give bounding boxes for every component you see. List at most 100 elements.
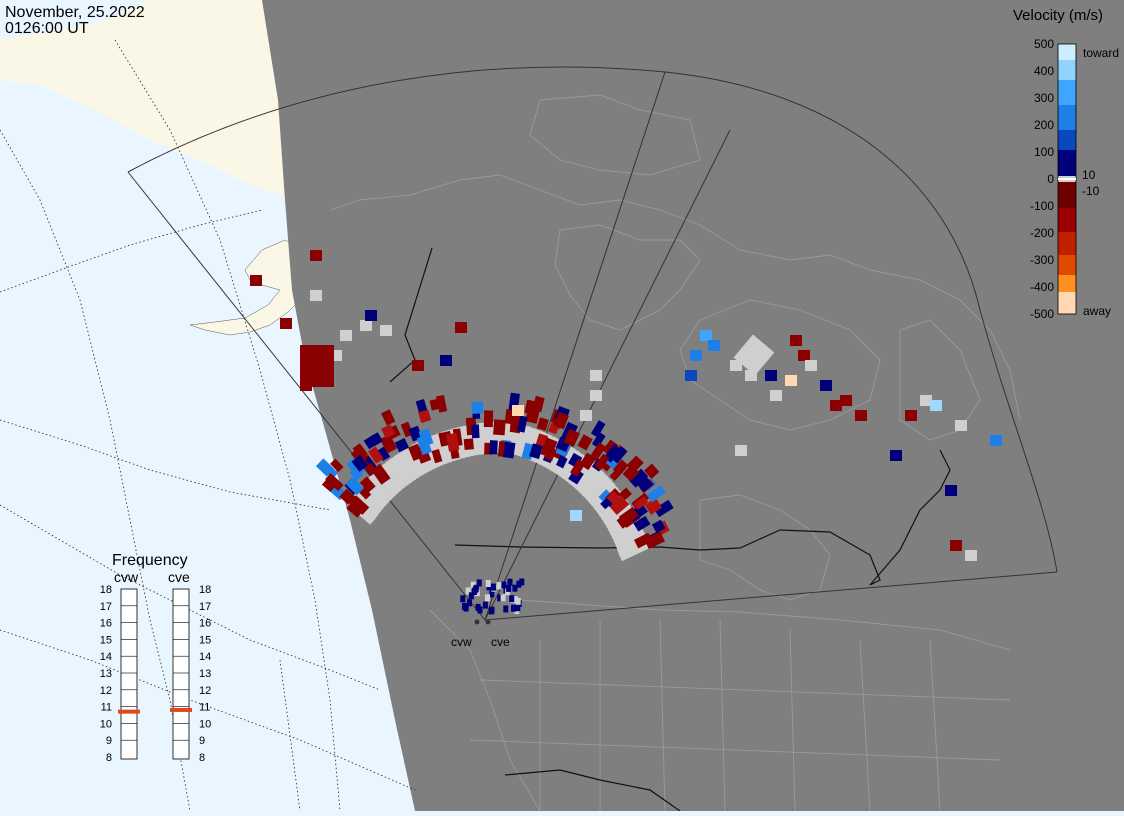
velocity-cell: [651, 519, 666, 534]
velocity-cell: [765, 370, 777, 381]
velocity-cell: [618, 506, 639, 526]
velocity-cell: [415, 398, 428, 414]
velocity-cell: [491, 583, 496, 591]
frequency-scale-label: 15: [100, 634, 112, 646]
frequency-scale-label: 18: [100, 584, 112, 596]
velocity-cell: [455, 322, 467, 333]
velocity-cell: [300, 345, 334, 387]
siberia-landmass: [0, 0, 285, 195]
graticule: [0, 39, 416, 812]
velocity-cell: [990, 435, 1002, 446]
velocity-cell: [644, 463, 660, 479]
velocity-cell: [515, 604, 521, 612]
frequency-scale-label: 16: [199, 618, 211, 630]
date-label: November, 25.2022: [5, 4, 145, 21]
velocity-cell: [483, 410, 494, 428]
velocity-cell: [412, 360, 424, 371]
colorbar-away-label: away: [1083, 304, 1111, 318]
velocity-cell: [346, 502, 363, 518]
velocity-cell: [805, 360, 817, 371]
velocity-cell: [503, 605, 509, 613]
colorbar-tick-label: -300: [1030, 253, 1054, 267]
colorbar-swatch: [1058, 44, 1076, 60]
velocity-cell: [606, 490, 621, 506]
velocity-cell: [468, 592, 474, 600]
velocity-cell: [473, 584, 479, 592]
colorbar-swatch: [1058, 182, 1076, 208]
colorbar-tick-label: -10: [1082, 184, 1100, 198]
velocity-cell: [250, 275, 262, 286]
velocity-cell: [418, 409, 432, 424]
velocity-cell: [381, 409, 396, 426]
frequency-scale-label: 8: [199, 752, 205, 764]
velocity-cell: [502, 441, 516, 459]
velocity-cell: [594, 453, 610, 471]
velocity-cell: [345, 476, 365, 496]
colorbar-ticks: 500400300200100100-10-100-200-300-400-50…: [1030, 37, 1100, 321]
velocity-cell: [890, 450, 902, 461]
velocity-cell: [515, 597, 521, 605]
velocity-cell: [930, 400, 942, 411]
velocity-cell: [609, 495, 630, 516]
velocity-cell: [497, 594, 503, 602]
velocity-cell: [733, 334, 775, 376]
frequency-radar-cvw: cvw: [114, 569, 139, 585]
velocity-cell: [945, 485, 957, 496]
velocity-cell: [467, 599, 472, 607]
velocity-cell: [580, 410, 592, 421]
colorbar-swatch: [1058, 150, 1076, 176]
frequency-scale-label: 18: [199, 584, 211, 596]
velocity-cell: [553, 411, 569, 430]
frequency-scale-label: 14: [199, 651, 211, 663]
velocity-cell: [633, 515, 651, 532]
colorbar-tick-label: 0: [1047, 172, 1054, 186]
velocity-cell: [685, 370, 697, 381]
time-label: 0126:00 UT: [5, 20, 89, 37]
velocity-cell: [708, 340, 720, 351]
velocity-cell: [611, 446, 628, 464]
colorbar-swatch: [1058, 130, 1076, 150]
velocity-cell: [785, 375, 797, 386]
velocity-cell: [359, 476, 376, 493]
velocity-cell: [790, 335, 802, 346]
velocity-cell: [325, 473, 344, 492]
colorbar-tick-label: 200: [1034, 118, 1054, 132]
frequency-title: Frequency: [112, 552, 188, 569]
velocity-cell: [440, 355, 452, 366]
velocity-cell: [570, 510, 582, 521]
velocity-cell: [612, 459, 629, 476]
velocity-cell: [349, 495, 370, 515]
velocity-cell: [431, 448, 443, 464]
velocity-cell: [280, 318, 292, 329]
colorbar-swatch: [1058, 292, 1076, 314]
radar-site-cvw: [474, 619, 480, 625]
velocity-cell: [511, 604, 516, 612]
colorbar-swatch: [1058, 105, 1076, 130]
frequency-radar-cve: cve: [168, 569, 190, 585]
frequency-scale-label: 17: [199, 601, 211, 613]
frequency-marker-cvw: [118, 709, 140, 714]
velocity-cell: [690, 350, 702, 361]
colorbar-swatch: [1058, 80, 1076, 105]
velocity-cell: [408, 443, 424, 461]
velocity-cell: [568, 452, 583, 468]
frequency-scale-label: 10: [100, 718, 112, 730]
velocity-cell: [471, 401, 484, 414]
velocity-cell: [507, 578, 513, 586]
velocity-cell: [529, 443, 543, 460]
velocity-cell: [509, 595, 515, 603]
velocity-cell: [628, 468, 649, 488]
velocity-cell: [376, 446, 391, 462]
velocity-cell: [830, 400, 842, 411]
velocity-cell: [644, 531, 665, 550]
colorbar-tick-label: 500: [1034, 37, 1054, 51]
velocity-cell: [349, 466, 364, 481]
velocity-cell: [516, 580, 522, 588]
velocity-cell: [626, 455, 644, 474]
velocity-cell: [445, 432, 460, 452]
velocity-cell: [460, 595, 466, 603]
velocity-cell: [323, 464, 339, 479]
frequency-scale-label: 13: [100, 668, 112, 680]
velocity-cell: [570, 458, 586, 477]
colorbar-tick-label: 10: [1082, 168, 1096, 182]
